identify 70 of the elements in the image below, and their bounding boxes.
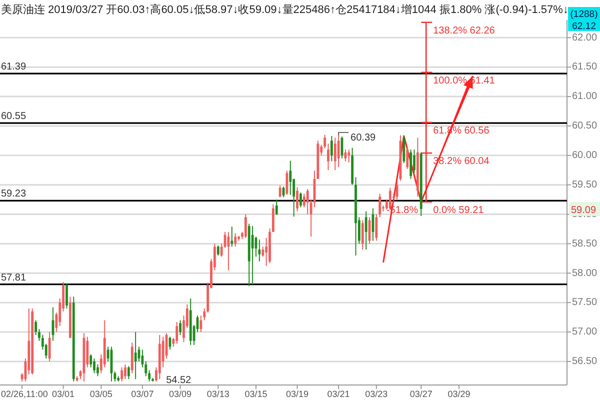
x-tick-label: 03/19 [286,389,309,399]
candlestick [375,214,378,242]
candlestick [402,134,406,164]
y-tick-label: 59.50 [572,179,598,190]
x-tick-label: 03/07 [131,389,154,399]
candlestick [93,358,96,374]
candlestick [90,354,92,368]
candlestick [124,364,126,380]
ref-line-label: 0.0% 59.21 [433,204,484,216]
candlestick [361,220,364,250]
x-tick-label: 03/29 [448,389,470,399]
candlestick [344,149,347,162]
x-tick-label: 03/23 [365,389,388,399]
ref-line-label: 61.39 [1,62,26,73]
candlestick [406,147,409,170]
x-tick-label: 03/13 [206,389,230,399]
candlestick [275,199,278,216]
candlestick [410,149,412,180]
candlestick [258,239,261,262]
candlestick [289,160,292,196]
candlestick [216,244,220,256]
ref-line-label: 59.23 [1,188,26,200]
y-tick-label: 62.00 [572,32,598,44]
y-tick-label: 57.50 [572,297,598,308]
text: (1288) [570,9,598,20]
title: 美原油连 2019/03/27 开60.03↑高60.05↓低58.97↓收59.09↓量225486↑仓25417184↓增1044 振1.80% 涨(-0.94)-1.57%↓ [1,4,568,16]
candlestick [364,210,368,250]
candlestick [127,366,130,380]
candlestick [200,315,202,333]
y-tick-label: 60.50 [572,120,598,132]
candlestick [286,170,288,196]
candlestick [262,246,264,258]
candlestick [413,149,416,174]
x-tick-label: 03/09 [169,389,192,399]
candlestick [300,192,302,208]
candlestick [130,342,134,374]
candlestick [244,214,247,238]
y-tick-label: 61.00 [572,91,598,102]
candlestick [176,322,178,344]
candlestick [378,193,382,218]
x-tick-label: 03/05 [90,389,112,399]
candlestick [334,137,336,171]
candlestick [120,366,123,382]
candlestick [234,232,237,248]
text: 59.09 [571,204,596,216]
candlestick [66,283,68,309]
x-tick-label: 03/21 [327,389,350,399]
candlestick [330,135,333,162]
annotation: 54.52 [166,375,192,386]
candlestick [278,184,282,198]
x-tick-label: 03/15 [244,389,268,399]
ref-line-label: 138.2% 62.26 [433,25,496,36]
x-tick-label: 03/27 [410,389,432,399]
candlestick [134,332,137,380]
candlestick [348,149,350,163]
y-tick-label: 56.50 [572,356,598,368]
y-tick-label: 57.00 [572,326,598,338]
text: 62.12 [572,21,596,32]
y-tick-label: 60.00 [572,150,598,162]
candlestick [272,204,274,232]
annotation: 60.39 [350,132,376,144]
candlestick [179,320,182,336]
y-tick-label: 61.50 [572,62,598,73]
ref-line-label: 57.81 [1,272,26,284]
y-tick-label: 58.00 [572,268,598,279]
ref-line-label: 60.55 [1,111,26,122]
x-tick-label: 02/26,11:00 [1,389,48,399]
x-tick-label: 03/01 [52,389,75,399]
y-tick-label: 58.50 [572,238,598,250]
candlestick [296,186,298,212]
